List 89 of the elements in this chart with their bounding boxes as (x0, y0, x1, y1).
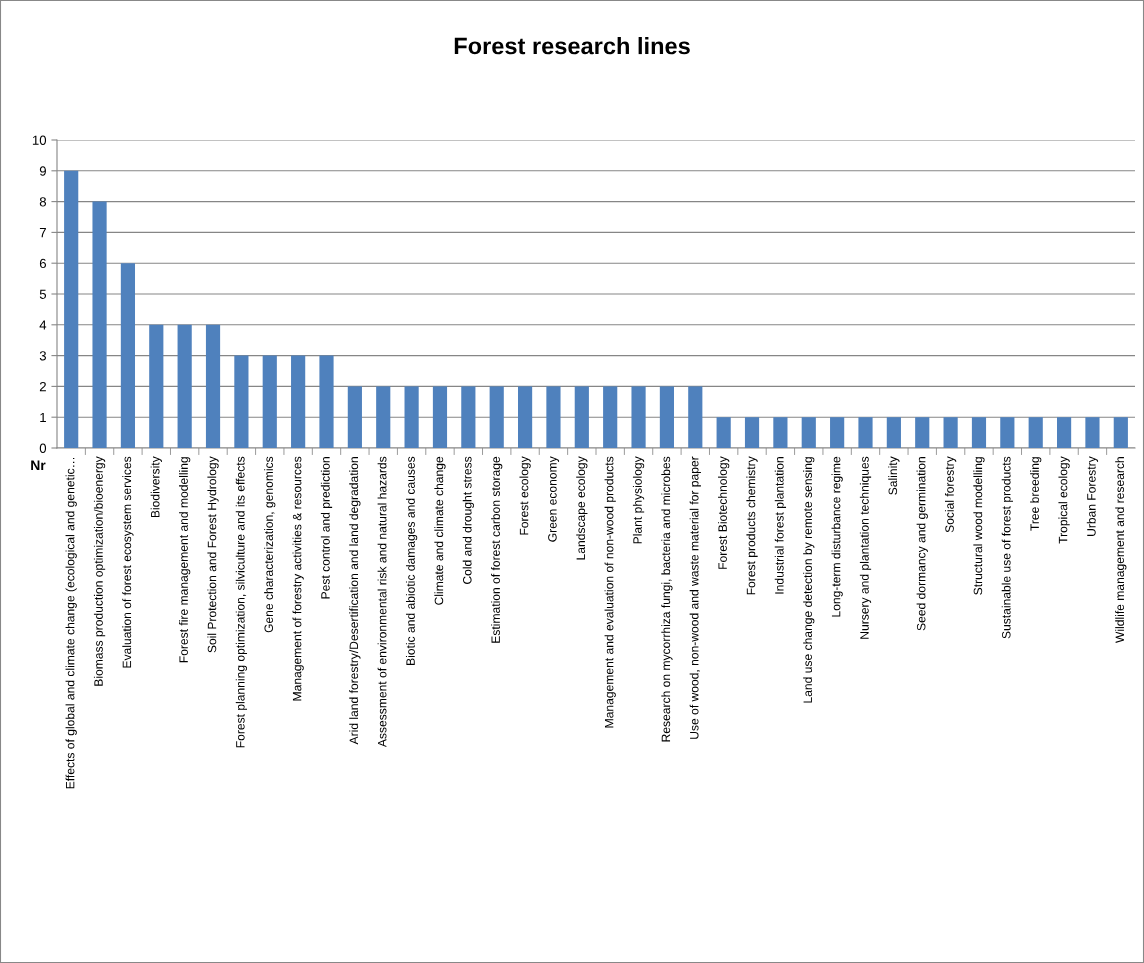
bar (716, 417, 731, 448)
bar (546, 386, 561, 448)
x-tick-label: Long-term disturbance regime (831, 456, 843, 617)
bar (234, 355, 249, 448)
y-tick-label: 1 (40, 412, 46, 422)
x-tick-label: Urban Forestry (1086, 456, 1099, 536)
y-tick-label: 5 (39, 289, 47, 299)
bar (603, 386, 618, 448)
bar (92, 201, 107, 448)
x-tick-label: Cold and drought stress (462, 456, 474, 584)
x-tick-label: Forest products chemistry (746, 456, 758, 595)
bar (1028, 417, 1043, 448)
bar (120, 263, 136, 448)
bar (291, 355, 306, 448)
bar (886, 417, 901, 448)
bar (262, 355, 277, 448)
x-tick-label: Forest ecology (519, 456, 531, 535)
y-tick-label: 2 (39, 381, 46, 392)
x-tick-label: Tree breeding (1030, 457, 1042, 531)
bar (830, 417, 845, 448)
bar (149, 324, 164, 448)
x-tick-label: Social forestry (944, 456, 957, 533)
x-tick-label: Sustainable use of forest products (1001, 456, 1013, 639)
bar (1000, 417, 1015, 448)
x-tick-label: Land use change detection by remote sensing (803, 457, 815, 703)
y-tick-label: 3 (39, 351, 46, 361)
chart-title: Forest research lines (454, 37, 690, 55)
x-tick-label: Industrial forest plantation (774, 457, 787, 594)
bar (347, 386, 362, 448)
y-tick-label: 6 (39, 258, 46, 269)
bar (517, 386, 533, 448)
bar (376, 386, 391, 448)
bar (1113, 417, 1128, 448)
y-tick-label: 8 (39, 197, 47, 207)
x-tick-label: Tropical ecology (1058, 456, 1070, 544)
x-tick-label: Green economy (548, 456, 560, 542)
x-tick-label: Forest fire management and modelling (179, 457, 191, 663)
y-tick-label: 0 (39, 443, 47, 453)
x-tick-label: Seed dormancy and germination (916, 457, 928, 631)
x-tick-label: Forest planning optimization, silviculture and its effects (235, 456, 248, 748)
bar (915, 417, 930, 448)
x-tick-label: Management and evaluation of non-wood products (604, 456, 616, 728)
x-tick-label: Gene characterization, genomics (264, 456, 276, 633)
bar (801, 417, 816, 448)
bar (971, 417, 987, 448)
bar (319, 355, 334, 448)
bar (858, 417, 873, 448)
x-tick-label: Management of forestry activities & resources (292, 456, 304, 701)
bar (773, 417, 788, 448)
x-tick-label: Climate and climate change (434, 456, 446, 605)
bar (659, 386, 675, 448)
x-tick-label: Arid land forestry/Desertification and land degradation (349, 457, 361, 745)
bar (574, 386, 589, 448)
bar (744, 417, 760, 448)
bar (688, 386, 703, 448)
bar (205, 324, 221, 448)
x-tick-label: Use of wood, non-wood and waste material for paper (689, 456, 701, 739)
bar (489, 386, 504, 448)
x-axis-title: Nr (31, 460, 46, 471)
x-tick-label: Plant physiology (632, 456, 645, 544)
bar (943, 417, 958, 448)
x-tick-label: Research on mycorrhiza fungi, bacteria and microbes (661, 456, 673, 742)
bar (461, 386, 476, 448)
y-tick-label: 9 (39, 166, 46, 176)
x-tick-label: Assessment of environmental risk and natural hazards (377, 456, 387, 748)
x-tick-label: Landscape ecology (576, 456, 588, 560)
bar (631, 386, 646, 448)
x-tick-label: Forest Biotechnology (718, 456, 730, 569)
bar (64, 170, 79, 448)
bar (1056, 417, 1072, 448)
bar (177, 324, 192, 448)
x-tick-label: Salinity (888, 456, 900, 495)
y-tick-label: 10 (32, 135, 47, 145)
bar (432, 386, 448, 448)
x-tick-label: Wildlife management and research (1115, 457, 1127, 643)
x-tick-label: Estimation of forest carbon storage (491, 456, 503, 643)
x-tick-label: Effects of global and climate change (ecological and genetic… (65, 457, 77, 789)
x-tick-label: Pest control and prediction (320, 457, 333, 599)
x-tick-label: Nursery and plantation techniques (859, 456, 872, 639)
bar (1085, 417, 1100, 448)
x-tick-label: Biodiversity (150, 456, 162, 518)
x-tick-label: Evaluation of forest ecosystem services (122, 456, 134, 668)
x-tick-label: Structural wood modelling (973, 457, 985, 595)
bar (404, 386, 419, 448)
x-tick-label: Biomass production optimization/bioenergy (93, 456, 106, 686)
x-tick-label: Biotic and abiotic damages and causes (405, 456, 418, 665)
y-tick-label: 7 (39, 228, 46, 238)
x-tick-label: Soil Protection and Forest Hydrology (207, 456, 219, 653)
y-tick-label: 4 (39, 320, 47, 330)
